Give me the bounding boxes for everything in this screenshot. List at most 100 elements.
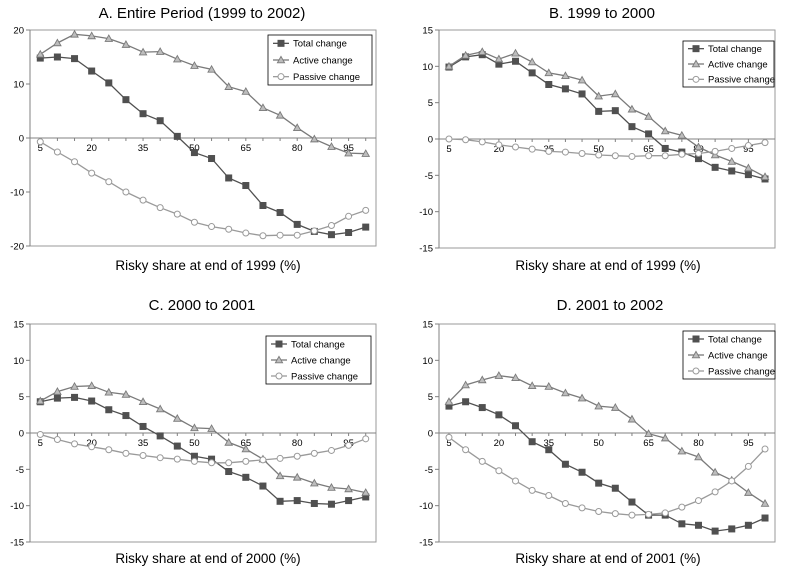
panel-b-passive-change-point <box>445 135 453 143</box>
panel-c-total-change-point <box>310 499 318 507</box>
panel-a-active-change-point <box>327 142 336 150</box>
panel-d-passive-change-point <box>761 445 769 453</box>
panel-d-active-change-point <box>477 375 487 384</box>
panel-d-passive-change-line <box>448 436 766 516</box>
panel-a-passive-change-point <box>293 231 301 239</box>
panel-a-active-change-point <box>292 123 302 131</box>
panel-c-total-change-point <box>345 497 353 505</box>
panel-b-y-tick-label: -15 <box>419 244 433 255</box>
panel-b-total-change-point <box>628 123 636 131</box>
panel-d-title: D. 2001 to 2002 <box>557 297 664 314</box>
panel-c-passive-change-point <box>345 441 353 449</box>
panel-a-passive-change-point <box>88 169 96 177</box>
panel-d-legend: Total change Active change Passive change <box>682 330 776 380</box>
panel-b-active-change-point <box>660 126 670 135</box>
panel-b-x-tick-label: 50 <box>593 144 604 155</box>
panel-a: A. Entire Period (1999 to 2002) -20 -10 0 1… <box>10 5 377 273</box>
panel-d-total-change-point <box>545 446 553 454</box>
panel-a-active-change-point <box>190 61 199 69</box>
panel-a-total-change-point <box>362 223 370 231</box>
panel-a-active-change-point <box>138 47 148 56</box>
panel-b-active-change-point <box>744 163 753 172</box>
panel-a-active-change-point <box>207 64 216 73</box>
panel-b-legend-total-change-marker <box>692 45 700 53</box>
panel-c-passive-change-point <box>156 454 164 462</box>
panel-b-active-change-point <box>594 91 604 100</box>
panel-a-active-change-point <box>87 31 97 40</box>
panel-b-y-tick-label: 15 <box>422 26 433 37</box>
panel-c-x-tick-label: 5 <box>38 438 43 449</box>
panel-a-total-change-point <box>293 220 301 228</box>
panel-c-series <box>35 381 371 508</box>
panel-a-x-axis-label: Risky share at end of 1999 (%) <box>115 258 300 273</box>
panel-c-active-change-point <box>224 437 234 446</box>
panel-d-x-axis-label: Risky share at end of 2001 (%) <box>515 551 700 566</box>
panel-a-legend-passive-change-marker <box>277 73 285 81</box>
panel-b-total-change-point <box>578 90 586 98</box>
panel-b-passive-change-point <box>545 147 553 155</box>
panel-c-passive-change-point <box>310 449 318 457</box>
panel-d-total-change-point <box>728 525 736 533</box>
panel-a-active-change-point <box>258 103 268 112</box>
panel-a-passive-change-point <box>71 158 79 166</box>
panel-c-total-change-point <box>105 406 113 414</box>
panel-a-y-tick-label: -10 <box>10 188 24 199</box>
panel-c-y-tick-label: -5 <box>16 465 24 476</box>
panel-c-active-change-point <box>275 471 285 480</box>
panel-b-passive-change-point <box>645 152 653 160</box>
panel-b-passive-change-point <box>761 139 769 147</box>
panel-c-y-tick-label: 5 <box>19 392 24 403</box>
panel-a-y-tick-label: 20 <box>13 26 24 37</box>
panel-b-active-change-point <box>610 89 620 98</box>
panel-c-active-change-point <box>327 482 336 491</box>
panel-d-total-change-point <box>595 479 603 487</box>
panel-a-passive-change-point <box>345 212 353 220</box>
panel-b-total-change-point <box>512 57 520 65</box>
panel-d-passive-change-point <box>711 488 719 496</box>
panel-a-active-change-line <box>39 33 366 155</box>
panel-d-total-change-point <box>578 468 586 476</box>
panel-a-active-change-point <box>172 54 182 63</box>
panel-c-x-axis-label: Risky share at end of 2000 (%) <box>115 551 300 566</box>
panel-c-passive-change-point <box>88 443 96 451</box>
panel-d-x-tick-label: 50 <box>593 438 604 449</box>
panel-c-active-change-point <box>121 389 131 398</box>
panel-c-total-change-point <box>156 432 164 440</box>
panel-a-passive-change-point <box>190 218 198 226</box>
panel-a-title: A. Entire Period (1999 to 2002) <box>99 5 306 22</box>
panel-d-y-tick-label: 5 <box>428 392 433 403</box>
panel-c-legend-passive-change-marker <box>275 372 283 380</box>
panel-a-total-change-point <box>88 67 96 75</box>
panel-b-passive-change-point <box>462 136 470 144</box>
panel-a-passive-change-point <box>173 210 181 218</box>
panel-b-total-change-point <box>528 69 536 77</box>
panel-d-legend-active-change-label: Active change <box>708 350 768 361</box>
panel-c-passive-change-point <box>105 446 113 454</box>
panel-d-passive-change-point <box>611 510 619 518</box>
panel-b-active-change-point <box>444 61 454 70</box>
panel-b-passive-change-point <box>578 150 586 158</box>
panel-a-axes: -20 -10 0 10 20 5 20 35 50 65 80 95 <box>10 26 376 253</box>
panel-d-series <box>444 371 770 535</box>
panel-d-total-change-point <box>678 520 686 528</box>
panel-d-active-change-point <box>710 467 720 476</box>
panel-c-active-change-point <box>172 413 182 422</box>
panel-d-passive-change-point <box>694 497 702 505</box>
panel-a-x-tick-label: 35 <box>138 143 149 154</box>
panel-c-x-tick-label: 35 <box>138 438 149 449</box>
panel-a-x-tick-label: 5 <box>38 143 43 154</box>
panel-c-active-change-point <box>190 423 199 432</box>
panel-b-total-change-point <box>645 130 653 138</box>
panel-b-y-tick-label: 5 <box>428 98 433 109</box>
panel-a-passive-change-point <box>276 231 284 239</box>
panel-d-total-change-point <box>694 521 702 529</box>
panel-a-active-change-point <box>241 87 251 95</box>
panel-d-passive-change-point <box>495 467 503 475</box>
panel-c-total-change-point <box>53 394 61 402</box>
panel-c-passive-change-point <box>225 459 233 467</box>
panel-d-y-tick-label: -15 <box>419 538 433 549</box>
panel-b-legend-passive-change-marker <box>692 75 700 83</box>
panel-a-x-tick-label: 50 <box>189 143 200 154</box>
panel-c-active-change-point <box>104 387 114 396</box>
